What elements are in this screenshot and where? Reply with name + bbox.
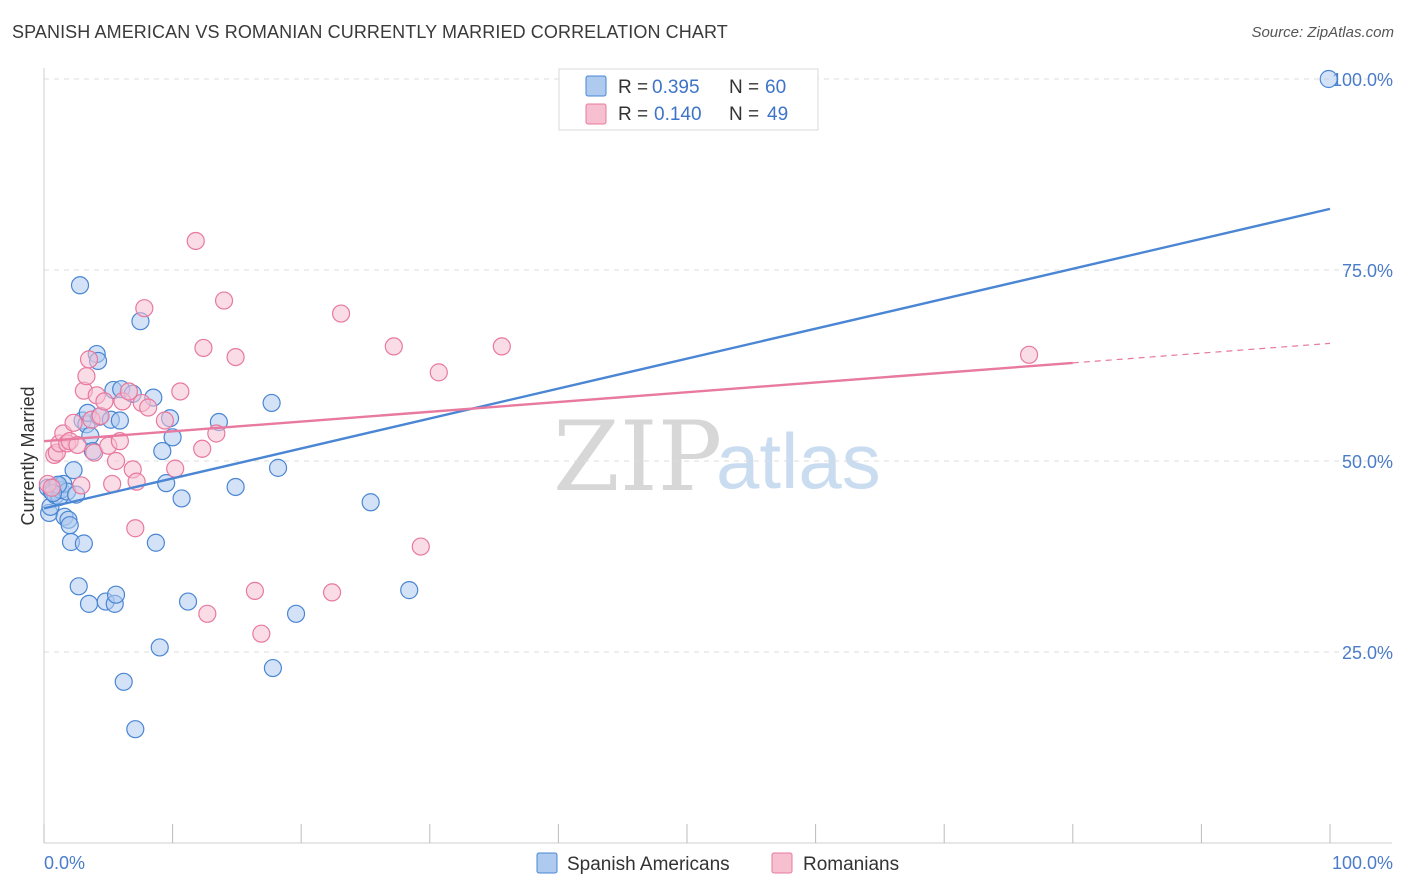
data-point xyxy=(119,382,138,401)
data-point xyxy=(135,299,154,318)
data-point xyxy=(106,585,126,604)
series-legend-swatch-spanish-americans xyxy=(536,852,558,874)
data-point xyxy=(64,413,83,432)
data-point xyxy=(153,441,172,461)
data-point xyxy=(1019,345,1039,364)
trend-line-romanians xyxy=(43,361,1073,443)
legend-r-value-1: 0.395 xyxy=(652,77,700,98)
legend-swatch-romanians xyxy=(585,103,607,125)
data-point xyxy=(226,477,245,497)
data-point xyxy=(150,638,169,657)
data-point xyxy=(178,592,198,611)
data-point xyxy=(193,439,212,458)
watermark-zip: ZIP xyxy=(553,401,722,513)
tick-labels: 25.0% 50.0% 75.0% 100.0% 0.0% 100.0% xyxy=(44,70,1393,873)
data-point xyxy=(172,489,191,508)
data-point xyxy=(194,338,213,358)
data-point xyxy=(79,350,99,369)
data-point xyxy=(361,493,380,512)
y-tick-label-0: 25.0% xyxy=(1342,643,1393,663)
data-point xyxy=(79,594,99,613)
data-point xyxy=(74,534,93,553)
source-label: Source: ZipAtlas.com xyxy=(1251,24,1394,41)
y-tick-label-3: 100.0% xyxy=(1332,70,1393,90)
data-point xyxy=(95,392,114,411)
legend-n-value-2: 49 xyxy=(767,104,788,125)
trend-line-extension-romanians xyxy=(1072,342,1331,364)
y-tick-label-1: 50.0% xyxy=(1342,452,1393,472)
legend-r-label-1: R = xyxy=(618,77,648,98)
y-tick-label-2: 75.0% xyxy=(1342,261,1393,281)
data-point xyxy=(70,276,90,295)
legend-n-label-2: N = xyxy=(729,104,759,125)
series-legend-swatch-romanians xyxy=(771,852,793,874)
data-point xyxy=(60,516,79,535)
data-point xyxy=(286,604,306,623)
legend-n-value-1: 60 xyxy=(765,77,786,98)
data-point xyxy=(263,658,283,678)
gridlines xyxy=(44,78,1392,653)
data-point xyxy=(64,461,83,480)
data-point xyxy=(429,363,448,382)
data-point xyxy=(146,533,165,552)
data-point xyxy=(214,291,234,310)
legend-n-label-1: N = xyxy=(729,77,759,98)
trend-line-spanish-americans xyxy=(43,207,1331,510)
data-point xyxy=(72,476,91,495)
y-axis-label: Currently Married xyxy=(18,386,38,525)
legend-r-value-2: 0.140 xyxy=(654,104,702,125)
data-point xyxy=(126,519,145,538)
data-point xyxy=(226,347,245,367)
data-point xyxy=(163,428,182,447)
series-romanians-points xyxy=(38,231,1039,643)
data-point xyxy=(186,231,205,251)
data-point xyxy=(126,720,145,739)
data-point xyxy=(166,459,185,478)
data-point xyxy=(42,478,61,497)
x-tick-label-0: 0.0% xyxy=(44,853,85,873)
data-point xyxy=(492,337,511,356)
series-legend-label-spanish-americans: Spanish Americans xyxy=(567,854,730,875)
x-tick-label-1: 100.0% xyxy=(1332,853,1393,873)
series-legend-label-romanians: Romanians xyxy=(803,854,899,875)
chart-title: SPANISH AMERICAN VS ROMANIAN CURRENTLY M… xyxy=(12,22,728,42)
legend: R = 0.395 N = 60 R = 0.140 N = 49 xyxy=(558,68,819,131)
data-point xyxy=(106,451,126,471)
legend-swatch-spanish-americans xyxy=(585,75,607,97)
data-point xyxy=(1319,69,1338,89)
data-point xyxy=(331,304,351,323)
data-point xyxy=(252,624,271,643)
data-point xyxy=(68,435,87,455)
axes xyxy=(43,68,1392,844)
data-point xyxy=(262,393,281,413)
data-point xyxy=(322,583,342,602)
data-point xyxy=(69,577,88,596)
data-point xyxy=(268,458,288,477)
legend-r-label-2: R = xyxy=(618,104,648,125)
data-point xyxy=(198,604,217,623)
data-point xyxy=(411,537,430,556)
data-point xyxy=(103,474,122,494)
data-point xyxy=(139,398,158,417)
data-point xyxy=(384,337,403,356)
data-point xyxy=(155,411,174,430)
data-point xyxy=(110,411,129,430)
data-point xyxy=(245,581,265,600)
data-point xyxy=(171,382,190,401)
trend-lines xyxy=(43,207,1331,510)
data-point xyxy=(400,581,419,600)
series-legend: Spanish Americans Romanians xyxy=(536,852,899,875)
data-point xyxy=(114,672,133,691)
data-point xyxy=(77,367,96,386)
